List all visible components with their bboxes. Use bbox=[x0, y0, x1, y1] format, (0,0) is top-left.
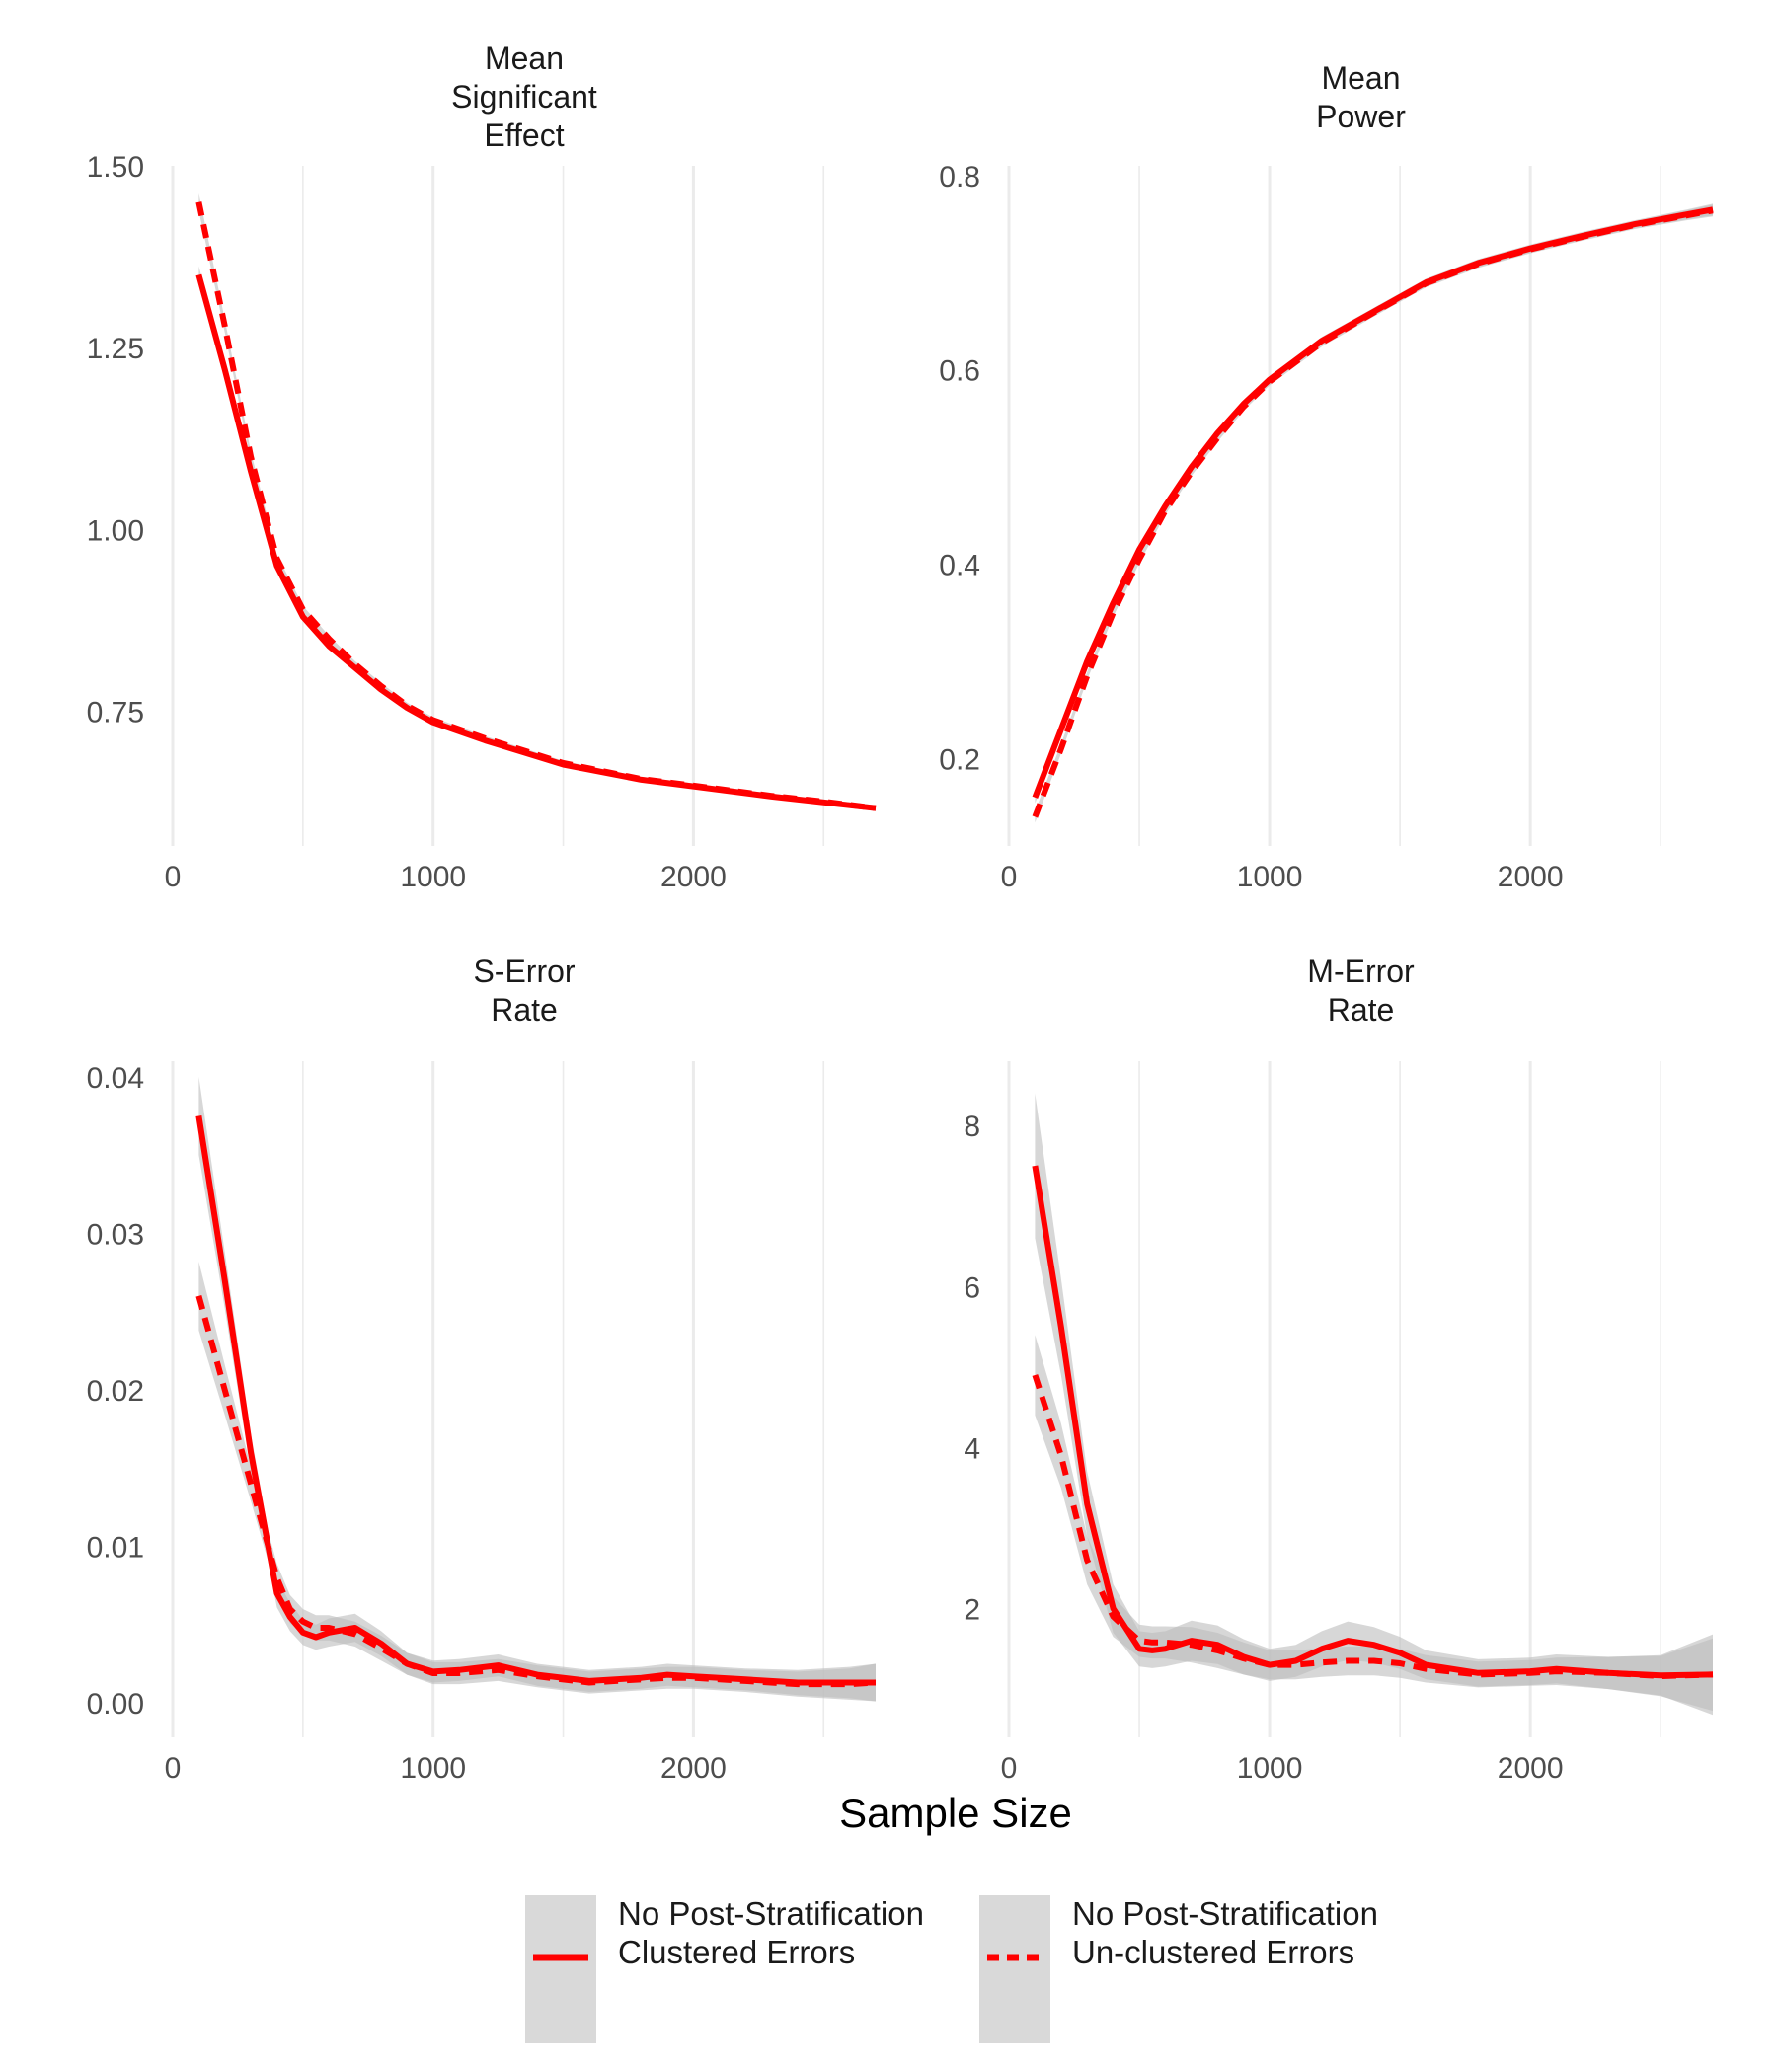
legend-label-line2: Clustered Errors bbox=[618, 1934, 855, 1970]
confidence-ribbon bbox=[1035, 204, 1713, 823]
panel-title-line: Power bbox=[1316, 99, 1406, 134]
y-tick-label: 1.50 bbox=[87, 151, 144, 184]
panel-3: S-Error Rate 0.00 0.01 0.02 0.03 0.04 0 1000 2000 bbox=[87, 954, 877, 1785]
x-tick-label: 0 bbox=[165, 861, 182, 893]
y-tick-label: 0.00 bbox=[87, 1688, 144, 1721]
panel-title-line: Mean bbox=[1321, 60, 1400, 96]
series-line-clustered bbox=[1032, 1165, 1714, 1679]
series-line-unclustered bbox=[195, 1295, 877, 1688]
y-tick-label: 0.03 bbox=[87, 1218, 144, 1251]
y-tick-label: 8 bbox=[964, 1111, 980, 1143]
y-tick-label: 0.8 bbox=[939, 161, 980, 193]
series-line-unclustered bbox=[1032, 207, 1714, 818]
y-tick-label: 6 bbox=[964, 1271, 980, 1304]
confidence-ribbon bbox=[198, 193, 876, 811]
panel-title-line: Rate bbox=[491, 992, 558, 1028]
confidence-ribbon bbox=[198, 266, 876, 811]
panel-title: Mean Power bbox=[1316, 60, 1406, 134]
legend-label-line1: No Post-Stratification bbox=[618, 1895, 924, 1932]
y-tick-label: 1.25 bbox=[87, 333, 144, 365]
y-tick-label: 0.02 bbox=[87, 1375, 144, 1408]
series-line-clustered bbox=[195, 273, 877, 811]
panel-title-line: M-Error bbox=[1307, 954, 1415, 989]
x-tick-label: 0 bbox=[1001, 861, 1018, 893]
panel-title-line: Effect bbox=[484, 117, 564, 153]
legend-label-line2: Un-clustered Errors bbox=[1072, 1934, 1354, 1970]
confidence-ribbon bbox=[1035, 1093, 1713, 1716]
series-line-clustered bbox=[195, 1115, 876, 1686]
panel-title: M-Error Rate bbox=[1307, 954, 1415, 1028]
legend-key bbox=[979, 1895, 1050, 2043]
panel-4: M-Error Rate 2 4 6 8 0 1000 2000 bbox=[964, 954, 1714, 1785]
panel-2: Mean Power 0.2 0.4 0.6 0.8 0 1000 2000 bbox=[939, 60, 1714, 893]
x-tick-label: 1000 bbox=[1237, 861, 1303, 893]
x-tick-label: 0 bbox=[165, 1752, 182, 1785]
y-tick-label: 0.75 bbox=[87, 697, 144, 729]
y-tick-label: 0.01 bbox=[87, 1532, 144, 1565]
y-tick-label: 0.2 bbox=[939, 743, 980, 776]
y-tick-label: 0.6 bbox=[939, 355, 980, 388]
x-tick-label: 1000 bbox=[400, 1752, 466, 1785]
x-axis-title: Sample Size bbox=[839, 1790, 1072, 1836]
panel-1: Mean Significant Effect 0.75 1.00 1.25 1.50 0 10… bbox=[87, 40, 877, 893]
panel-title-line: Rate bbox=[1328, 992, 1395, 1028]
x-tick-label: 2000 bbox=[660, 861, 727, 893]
confidence-ribbon bbox=[1035, 203, 1713, 804]
x-tick-label: 1000 bbox=[1237, 1752, 1303, 1785]
y-tick-label: 4 bbox=[964, 1432, 980, 1465]
panel-title: S-Error Rate bbox=[473, 954, 575, 1028]
panel-title: Mean Significant Effect bbox=[451, 40, 597, 153]
x-tick-label: 2000 bbox=[1498, 861, 1564, 893]
y-tick-label: 1.00 bbox=[87, 514, 144, 547]
legend-key bbox=[525, 1895, 596, 2043]
panel-title-line: Mean bbox=[485, 40, 564, 76]
y-tick-label: 2 bbox=[964, 1594, 980, 1627]
series-line-unclustered bbox=[1032, 1374, 1714, 1679]
y-tick-label: 0.04 bbox=[87, 1062, 144, 1095]
x-tick-label: 1000 bbox=[400, 861, 466, 893]
series-line-clustered bbox=[1032, 206, 1714, 799]
x-tick-label: 0 bbox=[1001, 1752, 1018, 1785]
series-line-unclustered bbox=[195, 201, 877, 811]
y-tick-label: 0.4 bbox=[939, 550, 980, 582]
x-tick-label: 2000 bbox=[660, 1752, 727, 1785]
panel-title-line: Significant bbox=[451, 79, 597, 115]
legend-label-line1: No Post-Stratification bbox=[1072, 1895, 1378, 1932]
panel-title-line: S-Error bbox=[473, 954, 575, 989]
confidence-ribbon bbox=[1035, 1335, 1713, 1712]
x-tick-label: 2000 bbox=[1498, 1752, 1564, 1785]
